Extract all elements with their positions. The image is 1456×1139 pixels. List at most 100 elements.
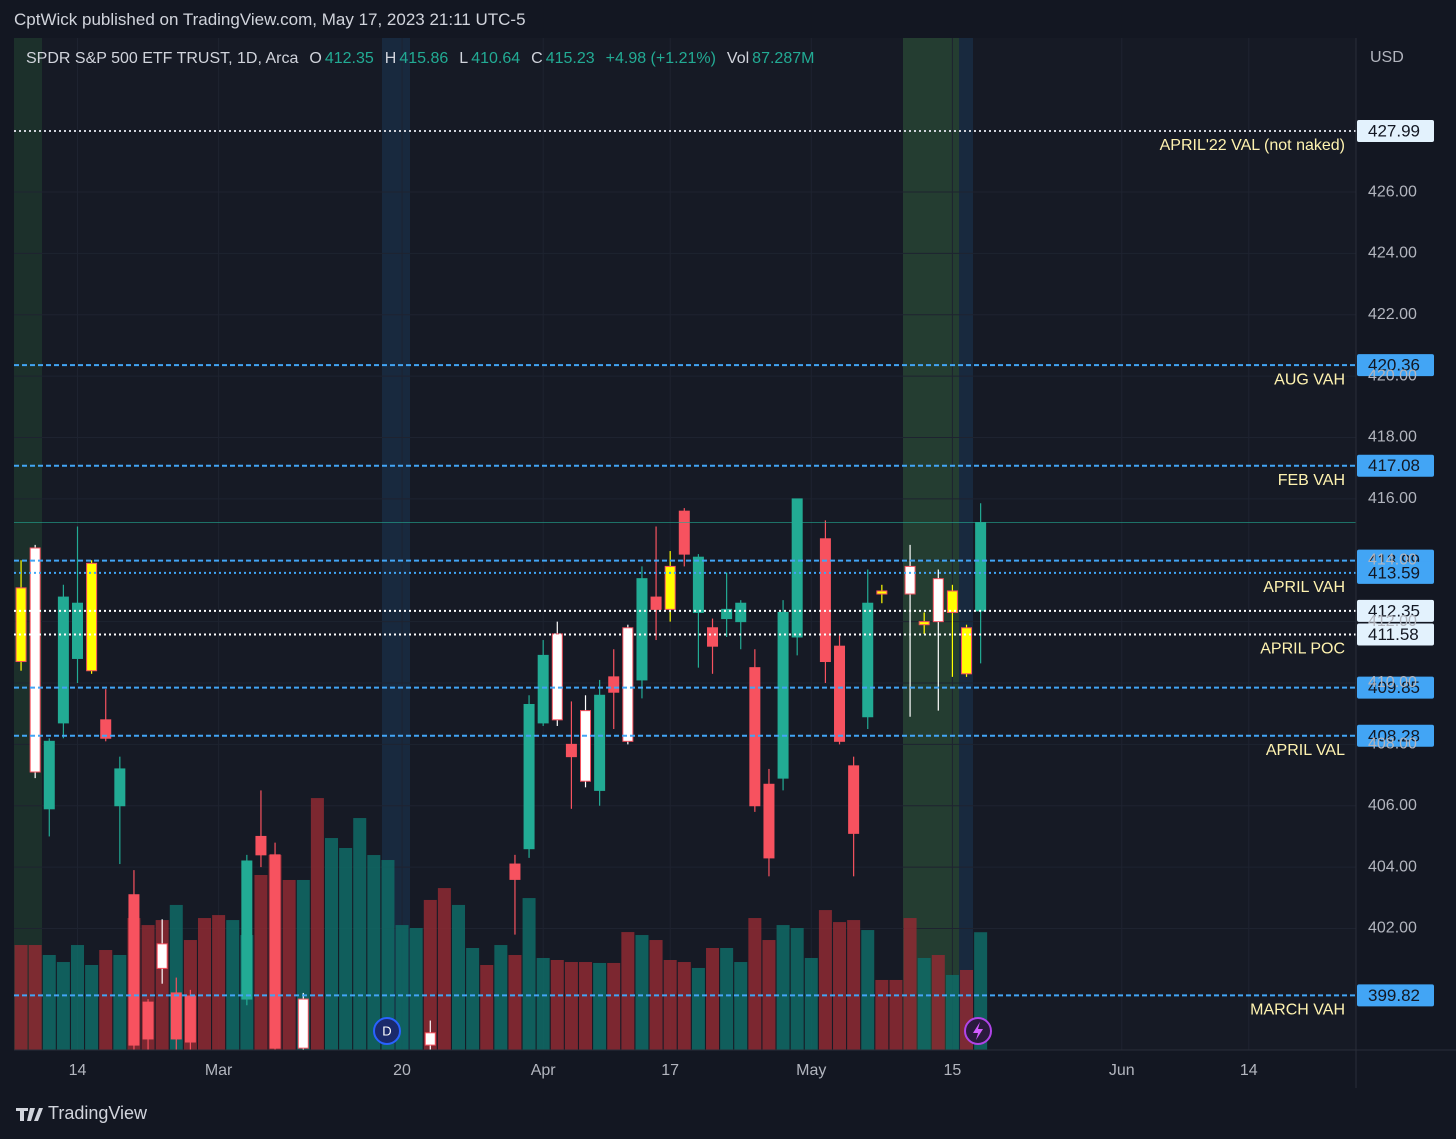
- candle-body: [946, 590, 958, 613]
- candle-body: [862, 602, 874, 718]
- candle-body: [156, 943, 168, 969]
- volume-bar: [42, 955, 56, 1050]
- y-tick-label: 402.00: [1368, 920, 1417, 937]
- value: 412.35: [324, 50, 374, 67]
- candle-body: [57, 596, 69, 724]
- y-tick-label: 424.00: [1368, 245, 1417, 262]
- volume-bar: [310, 798, 324, 1050]
- candle-body: [128, 894, 140, 1046]
- candle-body: [721, 608, 733, 620]
- candle-body: [678, 510, 690, 555]
- volume-bar: [85, 964, 99, 1050]
- price-tag-label: 420.36: [1368, 356, 1420, 375]
- price-tag-label: 417.08: [1368, 456, 1420, 475]
- volume-bar: [564, 962, 578, 1050]
- volume-bar: [776, 925, 790, 1050]
- price-pane: [14, 498, 1356, 1050]
- volume-bar: [748, 918, 762, 1050]
- volume-bar: [706, 947, 720, 1050]
- volume-bar: [226, 920, 240, 1050]
- y-tick-label: 406.00: [1368, 797, 1417, 814]
- volume-bar: [607, 962, 621, 1050]
- candle-body: [29, 547, 41, 773]
- event-icon: [973, 1022, 983, 1040]
- price-tag: [1357, 984, 1434, 1007]
- volume-bar: [198, 918, 212, 1050]
- volume-bar: [113, 955, 127, 1050]
- price-tag-label: 412.35: [1368, 601, 1420, 620]
- currency: USD: [1370, 49, 1404, 66]
- price-tag-label: 408.28: [1368, 726, 1420, 745]
- session-band: [959, 38, 973, 1050]
- candle-body: [819, 538, 831, 663]
- volume-bar: [212, 915, 226, 1050]
- volume-bar: [339, 848, 353, 1050]
- candle-body: [650, 596, 662, 610]
- candle-body: [735, 602, 747, 623]
- candle-body: [707, 627, 719, 647]
- y-tick-label: 426.00: [1368, 183, 1417, 200]
- volume-bar: [353, 818, 367, 1050]
- candle-body: [86, 562, 98, 672]
- badge-letter: D: [382, 1023, 391, 1038]
- y-tick-label: 422.00: [1368, 306, 1417, 323]
- price-tag-label: 413.59: [1368, 563, 1420, 582]
- label: O: [309, 50, 322, 67]
- volume-bar: [579, 962, 593, 1050]
- volume-bar: [593, 962, 607, 1050]
- candle-body: [523, 703, 535, 850]
- volume-bar: [720, 947, 734, 1050]
- session-band: [903, 38, 959, 1050]
- value: 410.64: [471, 50, 521, 67]
- symbol: SPDR S&P 500 ETF TRUST, 1D, Arca: [26, 50, 299, 67]
- volume-bar: [508, 955, 522, 1050]
- volume-bar: [790, 928, 804, 1050]
- candle-body: [834, 645, 846, 742]
- label: H: [384, 50, 397, 67]
- volume-bar: [480, 964, 494, 1050]
- volume-bar: [917, 957, 931, 1050]
- x-tick-label: 17: [661, 1062, 679, 1079]
- label: L: [459, 50, 469, 67]
- volume-bar: [818, 910, 832, 1050]
- volume-bar: [945, 974, 959, 1050]
- volume-bar: [14, 945, 28, 1050]
- candle-body: [791, 498, 803, 638]
- y-tick-label: 420.00: [1368, 367, 1417, 384]
- candle-body: [114, 768, 126, 807]
- y-tick-label: 404.00: [1368, 858, 1417, 875]
- y-tick-label: 410.00: [1368, 674, 1417, 691]
- volume-bar: [847, 920, 861, 1050]
- logo: [16, 1108, 43, 1121]
- x-tick-label: 20: [393, 1062, 411, 1079]
- y-tick-label: 412.00: [1368, 613, 1417, 630]
- volume-bar: [423, 899, 437, 1050]
- candle-body: [777, 611, 789, 779]
- volume-bar: [466, 947, 480, 1050]
- x-tick-label: Mar: [205, 1062, 233, 1079]
- candle-body: [551, 633, 563, 721]
- session-band: [14, 38, 42, 1050]
- volume-bar: [522, 898, 536, 1050]
- dividend-badge[interactable]: [373, 1017, 401, 1045]
- volume-bar: [325, 838, 339, 1050]
- volume-bar: [367, 855, 381, 1050]
- volume-bar: [663, 959, 677, 1050]
- label: C: [531, 50, 543, 67]
- candle-body: [537, 654, 549, 724]
- price-tag: [1357, 119, 1434, 142]
- change: +4.98 (+1.21%): [605, 50, 716, 67]
- volume-bar: [536, 957, 550, 1050]
- candle-body: [622, 627, 634, 742]
- volume-bar: [381, 860, 395, 1050]
- volume-bar: [691, 967, 705, 1050]
- level-label: APRIL VAL: [1266, 742, 1345, 759]
- value: 87.287M: [752, 50, 815, 67]
- volume-bar: [889, 979, 903, 1050]
- candle-body: [594, 694, 606, 791]
- candle-body: [636, 578, 648, 681]
- price-tag-label: 411.58: [1368, 625, 1419, 644]
- level-label: FEB VAH: [1278, 472, 1345, 489]
- x-tick-label: Apr: [531, 1062, 557, 1079]
